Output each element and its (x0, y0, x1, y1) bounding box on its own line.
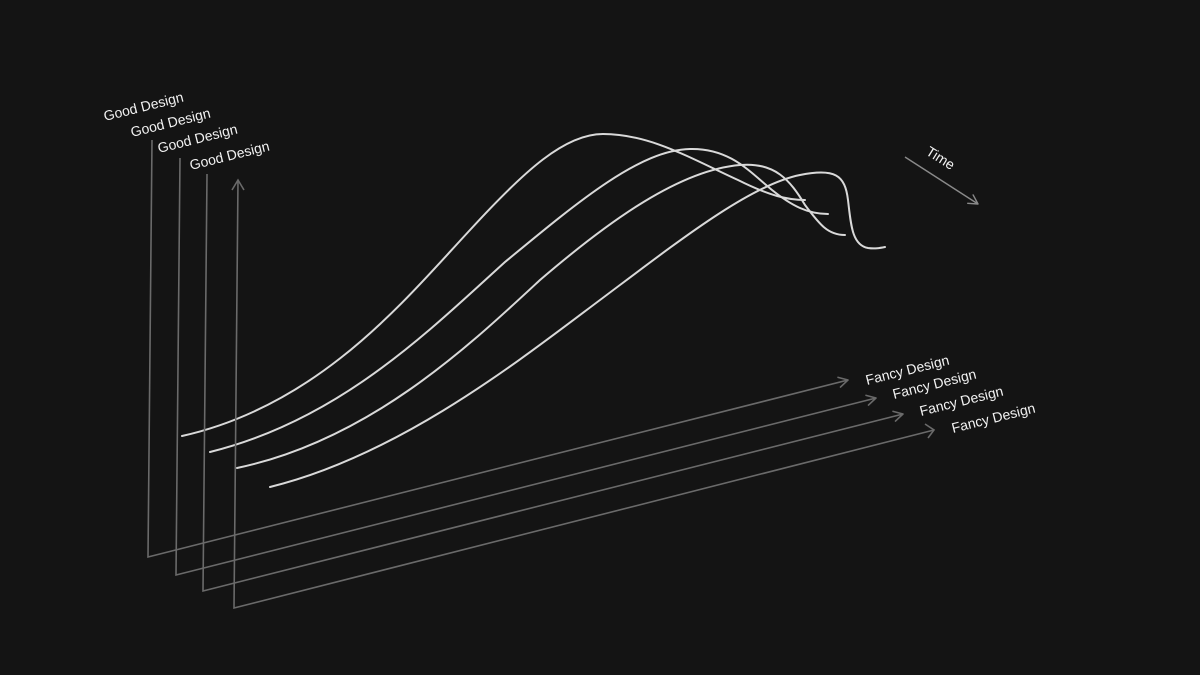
layer-2: Good Design Fancy Design (129, 105, 978, 577)
layer-1-axes (147, 139, 849, 559)
layer-4-x-arrowhead (924, 423, 936, 439)
layer-4-y-arrowhead (231, 178, 245, 191)
layer-2-curve (209, 147, 829, 453)
layer-1-curve (181, 132, 806, 437)
layer-2-axes (175, 157, 877, 577)
layer-3-curve (236, 163, 846, 469)
layer-3-axes (202, 173, 904, 593)
time-axis-arrow (904, 156, 979, 205)
layer-4-curve (269, 171, 886, 488)
layer-4-axes (233, 179, 935, 610)
